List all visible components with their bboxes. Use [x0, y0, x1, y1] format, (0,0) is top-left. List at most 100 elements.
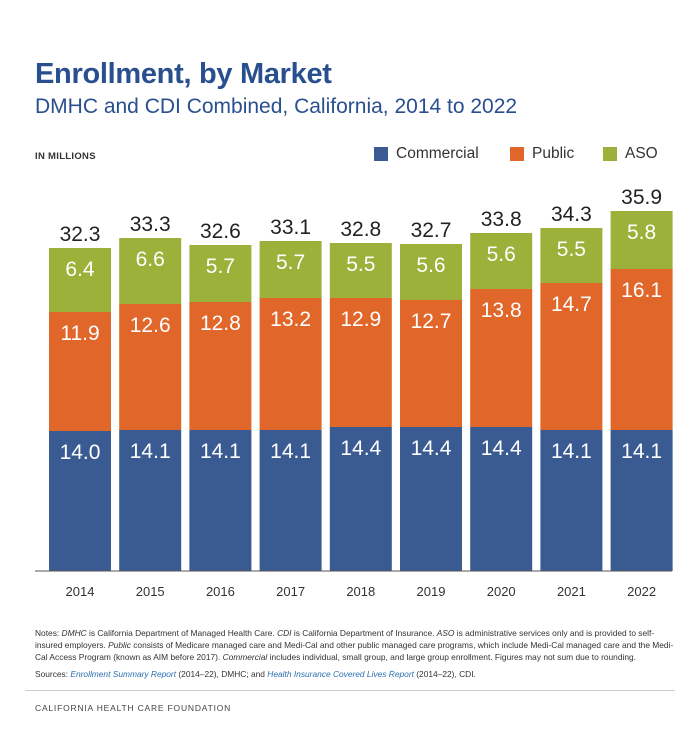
notes-term-aso: ASO [436, 628, 455, 638]
bar-aso-2016 [189, 245, 252, 302]
data-label-public-2016: 12.8 [200, 312, 241, 335]
x-tick-label-2020: 2020 [487, 584, 516, 599]
notes-text: is California Department of Insurance. [291, 628, 437, 638]
data-label-public-2015: 12.6 [130, 314, 171, 337]
data-label-commercial-2022: 14.1 [621, 440, 662, 463]
bar-public-2017 [259, 298, 322, 430]
data-label-commercial-2017: 14.1 [270, 440, 311, 463]
bar-public-2015 [119, 304, 182, 430]
data-label-public-2021: 14.7 [551, 293, 592, 316]
sources-text: (2014–22), CDI. [413, 669, 476, 679]
x-tick-label-2021: 2021 [557, 584, 586, 599]
unit-label: IN MILLIONS [35, 151, 96, 162]
sources: Sources: Enrollment Summary Report (2014… [35, 668, 675, 680]
sources-text: (2014–22), DMHC; and [176, 669, 268, 679]
bar-aso-2020 [470, 233, 533, 289]
bar-public-2016 [189, 302, 252, 430]
data-label-public-2017: 13.2 [270, 308, 311, 331]
data-label-aso-2022: 5.8 [627, 221, 656, 244]
data-label-commercial-2018: 14.4 [340, 437, 381, 460]
footer-organization: CALIFORNIA HEALTH CARE FOUNDATION [35, 703, 232, 713]
x-tick-label-2014: 2014 [66, 584, 95, 599]
legend-item-public: Public [510, 145, 574, 163]
total-label-2015: 33.3 [130, 213, 171, 236]
legend: Commercial Public ASO [0, 145, 700, 167]
legend-item-aso: ASO [603, 145, 658, 163]
legend-swatch-commercial [374, 147, 388, 161]
bar-aso-2019 [400, 244, 462, 300]
notes-term-public: Public [108, 640, 131, 650]
data-label-commercial-2014: 14.0 [60, 441, 101, 464]
data-label-aso-2018: 5.5 [346, 253, 375, 276]
total-label-2020: 33.8 [481, 208, 522, 231]
bar-commercial-2017 [259, 430, 322, 571]
data-label-commercial-2019: 14.4 [411, 437, 452, 460]
bar-commercial-2019 [400, 427, 462, 571]
x-tick-label-2017: 2017 [276, 584, 305, 599]
notes: Notes: DMHC is California Department of … [35, 627, 675, 680]
legend-item-commercial: Commercial [374, 145, 479, 163]
legend-swatch-aso [603, 147, 617, 161]
data-label-aso-2020: 5.6 [487, 243, 516, 266]
data-label-aso-2014: 6.4 [65, 258, 95, 281]
x-tick-label-2016: 2016 [206, 584, 235, 599]
data-label-commercial-2016: 14.1 [200, 440, 241, 463]
bar-aso-2014 [49, 248, 111, 312]
bar-aso-2021 [540, 228, 603, 283]
notes-text: includes individual, small group, and la… [267, 652, 636, 662]
bar-aso-2015 [119, 238, 182, 304]
total-label-2016: 32.6 [200, 220, 241, 243]
bar-public-2018 [329, 298, 392, 427]
data-label-commercial-2015: 14.1 [130, 440, 171, 463]
data-label-public-2018: 12.9 [340, 308, 381, 331]
chart-svg: 14.0 11.9 6.4 32.3 2014 14.1 12.6 6.6 33.3 2015 14… [35, 186, 673, 599]
x-tick-label-2015: 2015 [136, 584, 165, 599]
data-label-public-2014: 11.9 [60, 322, 99, 345]
bar-aso-2018 [329, 243, 392, 298]
data-label-aso-2019: 5.6 [416, 254, 445, 277]
data-label-aso-2016: 5.7 [206, 255, 235, 278]
notes-term-commercial: Commercial [222, 652, 268, 662]
sources-link-covered-lives[interactable]: Health Insurance Covered Lives Report [267, 669, 414, 679]
total-label-2022: 35.9 [621, 186, 662, 209]
bar-public-2014 [49, 312, 111, 431]
x-tick-label-2022: 2022 [627, 584, 656, 599]
bar-commercial-2021 [540, 430, 603, 571]
x-tick-label-2019: 2019 [417, 584, 446, 599]
notes-text: is administrative services only and is p… [35, 628, 655, 650]
footer-divider [25, 690, 675, 691]
bar-public-2019 [400, 300, 462, 427]
notes-term-cdi: CDI [277, 628, 292, 638]
sources-link-enrollment-summary[interactable]: Enrollment Summary Report [70, 669, 177, 679]
notes-term-dmhc: DMHC [61, 628, 87, 638]
bar-commercial-2015 [119, 430, 182, 571]
legend-swatch-public [510, 147, 524, 161]
notes-text: consists of Medicare managed care and Me… [35, 640, 674, 662]
total-label-2019: 32.7 [411, 219, 452, 242]
bar-commercial-2016 [189, 430, 252, 571]
legend-label-commercial: Commercial [396, 145, 479, 162]
data-label-public-2019: 12.7 [411, 310, 452, 333]
bar-commercial-2018 [329, 427, 392, 571]
data-label-public-2020: 13.8 [481, 299, 522, 322]
data-label-public-2022: 16.1 [621, 279, 662, 302]
total-label-2018: 32.8 [340, 218, 381, 241]
bar-aso-2017 [259, 241, 322, 298]
bars-group: 14.0 11.9 6.4 32.3 2014 14.1 12.6 6.6 33.3 2015 14… [49, 186, 673, 599]
bar-commercial-2020 [470, 427, 533, 571]
total-label-2017: 33.1 [270, 216, 311, 239]
notes-text: Notes: [35, 628, 62, 638]
bar-public-2020 [470, 289, 533, 427]
data-label-commercial-2020: 14.4 [481, 437, 522, 460]
total-label-2021: 34.3 [551, 203, 592, 226]
data-label-aso-2015: 6.6 [136, 248, 165, 271]
legend-label-public: Public [532, 145, 575, 162]
data-label-aso-2021: 5.5 [557, 238, 586, 261]
bar-public-2022 [610, 269, 673, 430]
legend-label-aso: ASO [625, 145, 658, 162]
bar-public-2021 [540, 283, 603, 430]
bar-commercial-2022 [610, 430, 673, 571]
bar-aso-2022 [610, 211, 673, 269]
data-label-commercial-2021: 14.1 [551, 440, 592, 463]
x-tick-label-2018: 2018 [346, 584, 375, 599]
